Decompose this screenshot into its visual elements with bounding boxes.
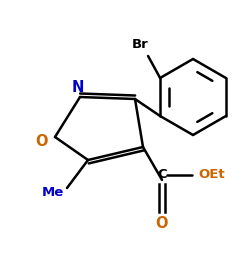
Text: Br: Br xyxy=(132,38,148,50)
Text: Me: Me xyxy=(42,186,64,198)
Text: C: C xyxy=(157,168,167,181)
Text: O: O xyxy=(156,216,168,231)
Text: OEt: OEt xyxy=(199,168,225,181)
Text: N: N xyxy=(72,79,84,95)
Text: O: O xyxy=(35,134,47,150)
